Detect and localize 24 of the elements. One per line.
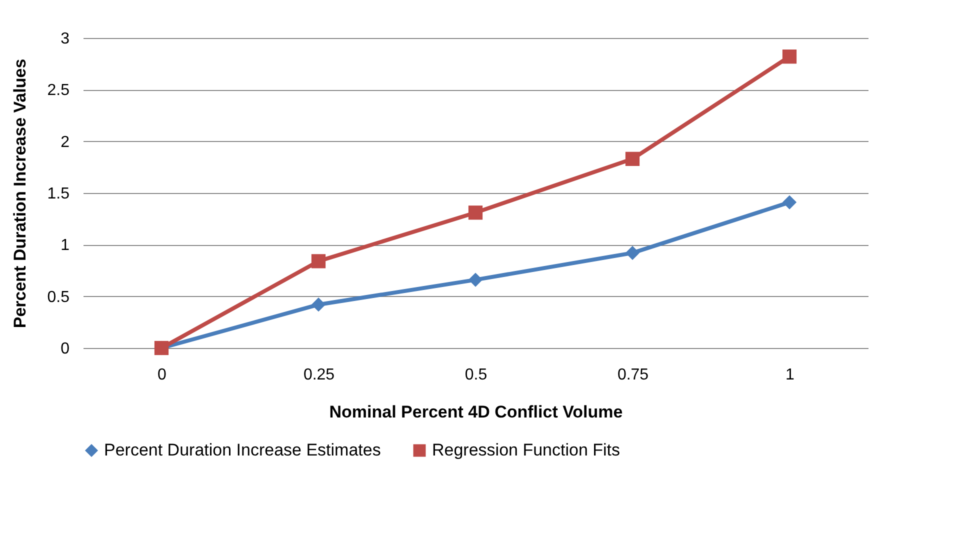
x-axis-title: Nominal Percent 4D Conflict Volume: [329, 402, 623, 422]
point: [782, 50, 797, 64]
x-tick-label: 0.75: [617, 366, 649, 384]
y-tick-label: 1: [60, 237, 70, 254]
legend-label: Percent Duration Increase Estimates: [104, 440, 381, 460]
y-tick-label: 1.5: [47, 186, 70, 202]
point: [782, 195, 797, 210]
point: [625, 246, 640, 260]
y-tick-label: 0: [60, 340, 70, 358]
y-axis-title: Percent Duration Increase Values: [10, 58, 30, 328]
y-tick-label: 3: [60, 30, 70, 48]
x-tick-label: 0: [158, 366, 167, 384]
legend-label: Regression Function Fits: [432, 440, 620, 460]
y-tick-label: 2: [60, 134, 70, 151]
x-tick-label: 1: [786, 366, 795, 384]
x-tick-label: 0.25: [303, 366, 335, 384]
point: [468, 272, 483, 287]
point: [311, 298, 326, 312]
y-tick-label: 2.5: [47, 82, 70, 100]
point: [625, 152, 640, 166]
point: [311, 254, 326, 268]
y-tick-label: 0.5: [47, 288, 70, 306]
x-tick-label: 0.5: [464, 366, 488, 384]
point: [468, 206, 483, 220]
